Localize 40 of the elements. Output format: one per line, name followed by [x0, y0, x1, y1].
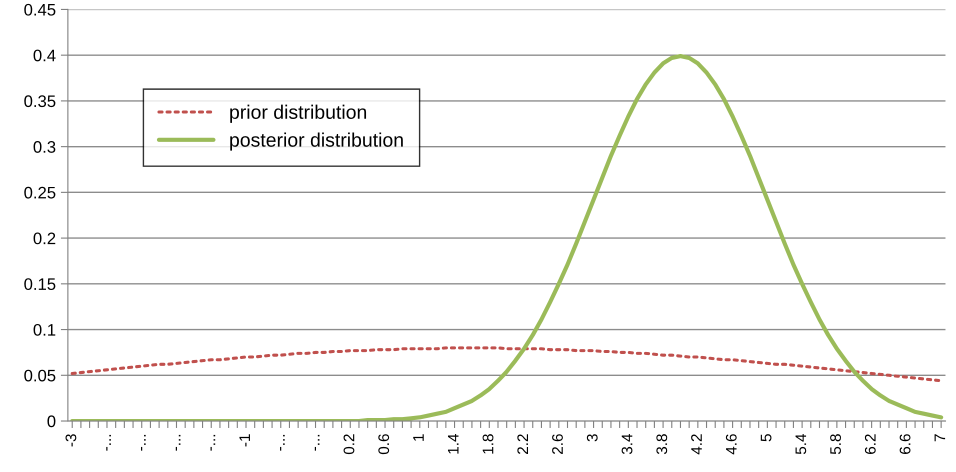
x-tick-label: 4.6 [726, 434, 737, 454]
y-tick-label: 0 [47, 415, 56, 428]
x-tick-label: 0.2 [344, 434, 354, 454]
x-tick-label: -... [314, 434, 320, 451]
x-tick-label: 3 [586, 434, 598, 442]
x-tick-label: -1 [239, 434, 250, 446]
legend-label: posterior distribution [230, 132, 403, 151]
y-tick-label: 0.35 [24, 95, 56, 108]
x-tick-label: 7 [934, 434, 946, 442]
x-tick-label: -... [280, 434, 285, 451]
x-tick-label: 5.4 [796, 434, 806, 454]
x-tick-label: 6.6 [900, 434, 910, 454]
y-tick-label: 0.05 [24, 370, 56, 382]
x-tick-label: 1.4 [448, 434, 458, 454]
y-tick-label: 0.15 [24, 278, 56, 290]
x-tick-label: -3 [66, 434, 76, 446]
y-tick-label: 0.4 [34, 50, 56, 62]
legend-label: prior distribution [230, 104, 366, 123]
x-tick-label: 2.2 [517, 434, 528, 454]
line-series [70, 346, 943, 382]
x-tick-label: 1 [413, 434, 424, 441]
x-tick-label: 1.8 [482, 434, 494, 454]
x-tick-label: 3.4 [622, 434, 632, 454]
y-tick-label: 0.45 [24, 4, 56, 16]
y-tick-label: 0.3 [34, 141, 56, 153]
x-tick-label: -... [210, 434, 216, 451]
x-tick-label: -... [141, 434, 146, 451]
x-tick-label: 0.6 [378, 434, 390, 454]
x-tick-label: 3.8 [656, 434, 668, 454]
x-tick-label: -... [106, 434, 111, 451]
line-series [70, 54, 944, 422]
y-tick-label: 0.1 [34, 324, 56, 336]
x-tick-label: -... [176, 434, 180, 451]
y-tick-label: 0.25 [24, 186, 56, 199]
x-tick-label: 5.8 [830, 434, 841, 454]
x-tick-label: 4.2 [691, 434, 702, 454]
x-tick-label: 5 [760, 434, 772, 442]
x-tick-label: 2.6 [552, 434, 563, 454]
x-tick-label: 6.2 [864, 434, 876, 454]
y-tick-label: 0.2 [34, 232, 56, 244]
